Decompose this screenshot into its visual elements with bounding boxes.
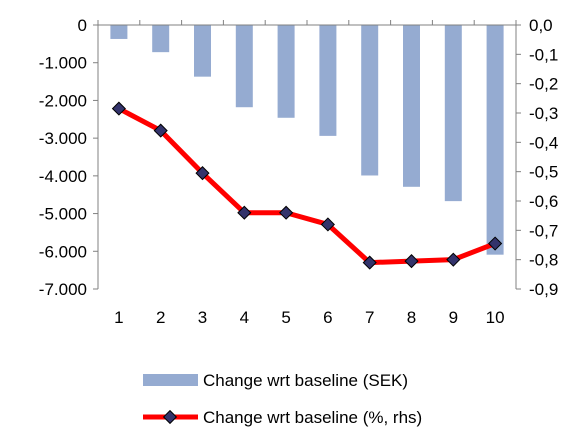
line-point-6 (320, 217, 335, 232)
bar-series (110, 25, 504, 255)
x-tick-label-7: 7 (365, 308, 374, 327)
right-tick-label: -0,9 (529, 280, 558, 299)
x-tick-label-8: 8 (407, 308, 416, 327)
line-point-9 (446, 252, 461, 267)
right-tick-label: -0,7 (529, 221, 558, 240)
legend-line-marker (162, 409, 178, 425)
line-point-7 (362, 255, 377, 270)
legend-bar-swatch (143, 374, 198, 386)
line-point-5 (279, 205, 294, 220)
left-tick-label: 0 (78, 16, 87, 35)
legend: Change wrt baseline (SEK) Change wrt bas… (143, 371, 422, 427)
x-tick-label-2: 2 (156, 308, 165, 327)
bar-3 (194, 25, 211, 77)
line-point-1 (111, 101, 126, 116)
bar-5 (277, 25, 295, 118)
x-tick-label-3: 3 (198, 308, 207, 327)
right-tick-label: -0,3 (529, 104, 558, 123)
line-point-10 (488, 236, 503, 251)
left-tick-label: -5.000 (39, 205, 87, 224)
x-tick-label-1: 1 (114, 308, 123, 327)
bar-2 (152, 25, 170, 53)
legend-item-bar: Change wrt baseline (SEK) (143, 371, 408, 390)
right-tick-label: -0,1 (529, 45, 558, 64)
x-tick-label-10: 10 (486, 308, 505, 327)
left-axis-ticks: 0 -1.000 -2.000 -3.000 -4.000 -5.000 -6.000 -7.… (39, 16, 98, 299)
left-tick-label: -6.000 (39, 242, 87, 261)
left-tick-label: -3.000 (39, 129, 87, 148)
legend-bar-label: Change wrt baseline (SEK) (203, 371, 408, 390)
left-tick-label: -4.000 (39, 167, 87, 186)
line-point-3 (195, 166, 210, 181)
legend-line-label: Change wrt baseline (%, rhs) (203, 408, 422, 427)
bar-6 (319, 25, 337, 136)
x-axis-ticks: 1 2 3 4 5 6 7 8 9 10 (97, 20, 517, 327)
line-point-8 (404, 254, 419, 269)
left-tick-label: -1.000 (39, 54, 87, 73)
right-tick-label: -0,4 (529, 133, 558, 152)
right-tick-label: -0,8 (529, 251, 558, 270)
line-path (117, 106, 497, 266)
x-tick-label-4: 4 (240, 308, 249, 327)
bar-10 (486, 25, 504, 255)
bar-7 (361, 25, 379, 176)
bar-8 (403, 25, 420, 187)
x-tick-label-6: 6 (323, 308, 332, 327)
right-tick-label: 0,0 (529, 16, 553, 35)
right-axis-ticks: 0,0 -0,1 -0,2 -0,3 -0,4 -0,5 -0,6 -0,7 -0,8 -0,9 (516, 16, 558, 299)
x-tick-label-5: 5 (281, 308, 290, 327)
bar-9 (444, 25, 462, 202)
bar-4 (235, 25, 253, 108)
x-tick-label-9: 9 (449, 308, 458, 327)
line-series (111, 101, 503, 270)
right-tick-label: -0,6 (529, 192, 558, 211)
right-tick-label: -0,2 (529, 75, 558, 94)
bar-1 (110, 25, 128, 39)
line-point-4 (237, 205, 252, 220)
right-tick-label: -0,5 (529, 163, 558, 182)
line-point-2 (153, 123, 168, 138)
legend-item-line: Change wrt baseline (%, rhs) (143, 408, 422, 427)
left-tick-label: -7.000 (39, 280, 87, 299)
left-tick-label: -2.000 (39, 91, 87, 110)
